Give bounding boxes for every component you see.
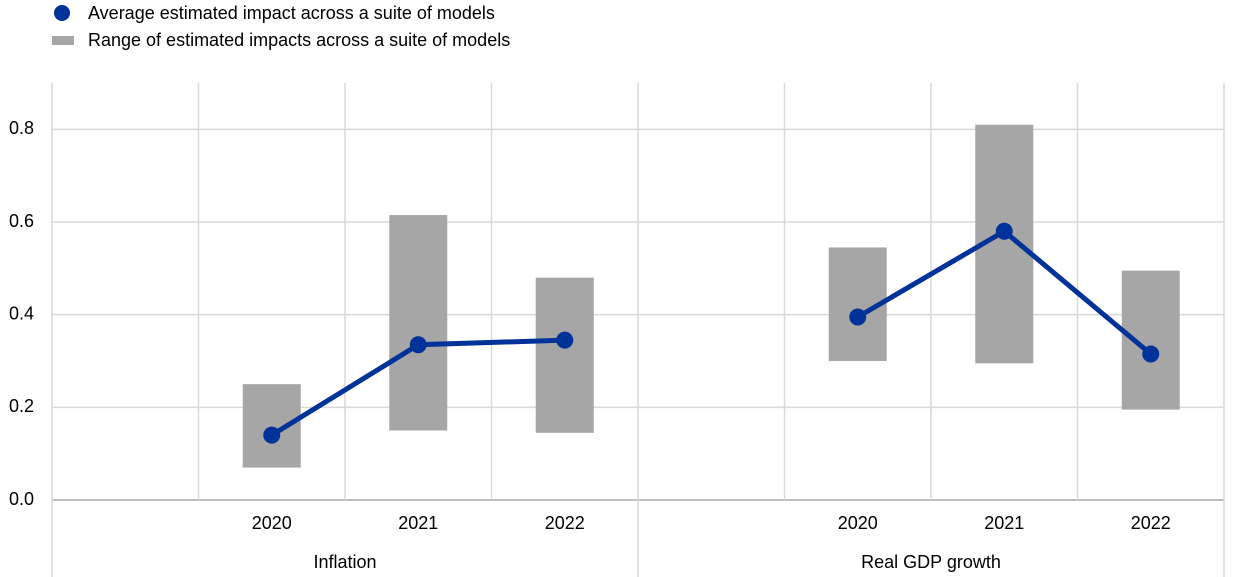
data-point bbox=[556, 331, 574, 349]
y-tick-label: 0.8 bbox=[9, 118, 34, 138]
data-point bbox=[263, 426, 281, 444]
x-tick-label: 2021 bbox=[984, 513, 1024, 533]
x-tick-label: 2022 bbox=[1131, 513, 1171, 533]
x-tick-label: 2020 bbox=[838, 513, 878, 533]
data-point bbox=[409, 336, 427, 354]
x-tick-label: 2022 bbox=[545, 513, 585, 533]
group-label: Inflation bbox=[313, 552, 376, 572]
legend-label: Average estimated impact across a suite … bbox=[88, 3, 495, 23]
data-point bbox=[1142, 345, 1160, 363]
range-bar bbox=[535, 277, 594, 433]
data-point bbox=[849, 308, 867, 326]
legend-marker bbox=[52, 36, 74, 45]
y-tick-label: 0.2 bbox=[9, 396, 34, 416]
y-tick-label: 0.0 bbox=[9, 489, 34, 509]
group-label: Real GDP growth bbox=[861, 552, 1001, 572]
range-bar bbox=[242, 384, 301, 468]
x-tick-label: 2021 bbox=[398, 513, 438, 533]
x-tick-label: 2020 bbox=[252, 513, 292, 533]
y-tick-label: 0.6 bbox=[9, 211, 34, 231]
y-tick-label: 0.4 bbox=[9, 303, 34, 323]
data-point bbox=[995, 222, 1013, 240]
range-bar bbox=[389, 215, 448, 431]
legend-marker bbox=[54, 5, 70, 21]
legend-label: Range of estimated impacts across a suit… bbox=[88, 30, 510, 50]
